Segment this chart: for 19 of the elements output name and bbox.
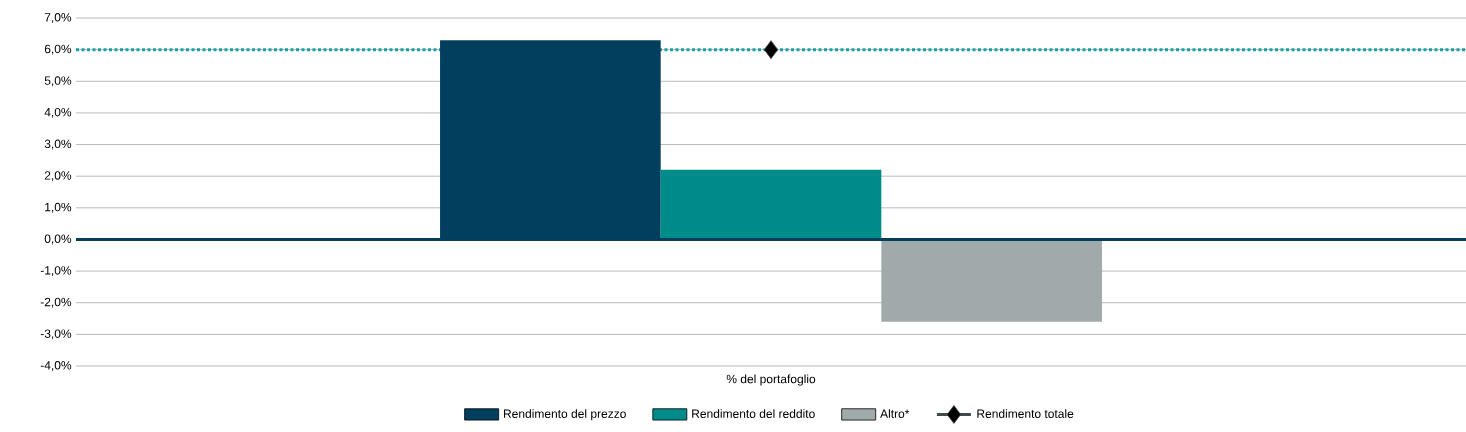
y-tick-label: -1,0% [40, 266, 72, 277]
legend-label: Rendimento del reddito [692, 409, 815, 418]
y-tick-label: -4,0% [40, 361, 72, 371]
y-tick-label: -3,0% [40, 329, 72, 340]
y-tick-label: 0,0% [44, 234, 72, 245]
y-tick-label: -2,0% [40, 297, 72, 308]
bar [660, 169, 882, 240]
y-tick-label: 2,0% [44, 171, 72, 182]
y-tick-label: 5,0% [44, 76, 72, 87]
y-tick-label: 3,0% [44, 139, 72, 150]
y-tick-label: 4,0% [44, 107, 72, 118]
y-tick-label: 7,0% [44, 13, 72, 23]
legend-label: Rendimento totale [977, 409, 1074, 418]
bar [881, 239, 1102, 322]
y-tick-label: 6,0% [44, 44, 72, 55]
x-tick-label: % del portafoglio [726, 374, 816, 386]
legend-label: Altro* [880, 409, 910, 418]
y-tick-label: 1,0% [45, 202, 72, 213]
legend-label: Rendimento del prezzo [504, 409, 626, 421]
